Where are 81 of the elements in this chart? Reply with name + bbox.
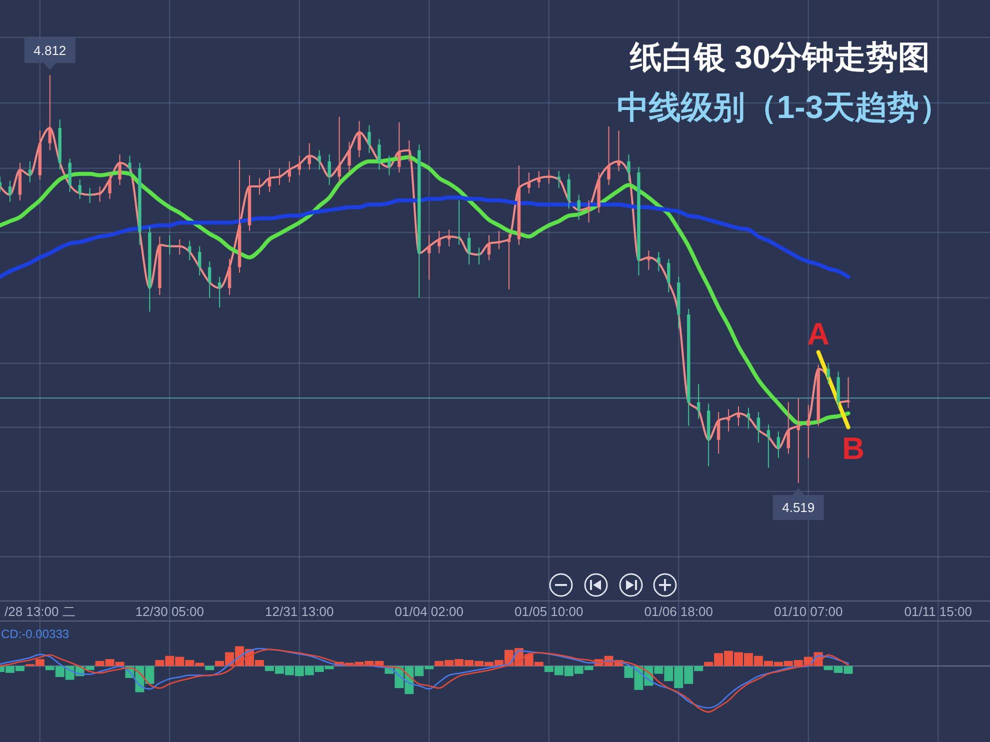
candlestick xyxy=(408,140,411,162)
x-tick-label: 01/04 02:00 xyxy=(394,604,464,619)
candlestick xyxy=(647,250,650,270)
candlestick xyxy=(617,130,620,172)
candlestick xyxy=(537,170,541,188)
candlestick xyxy=(208,261,212,298)
candlestick xyxy=(696,384,700,420)
candlestick xyxy=(198,246,202,276)
candlestick xyxy=(766,424,770,468)
candlestick xyxy=(108,172,112,200)
candlestick xyxy=(178,238,182,256)
candlestick xyxy=(467,232,471,265)
candlestick xyxy=(457,200,461,246)
data-label: A xyxy=(807,316,830,352)
candlestick xyxy=(368,124,371,154)
candlestick xyxy=(667,258,670,293)
candlestick xyxy=(547,169,550,184)
x-tick-label: 01/10 07:00 xyxy=(774,604,843,619)
candlestick xyxy=(398,122,401,173)
annotation: 4.812 xyxy=(34,43,66,58)
chart-title: 纸白银 30分钟走势图 xyxy=(628,39,930,75)
candlestick xyxy=(388,155,391,176)
candlestick xyxy=(447,229,451,247)
candlestick xyxy=(577,194,580,220)
candlestick xyxy=(627,154,630,182)
candlestick xyxy=(78,178,82,200)
candlestick xyxy=(826,362,830,385)
bar xyxy=(205,666,214,670)
chart-subtitle: 中线级别（1-3天趋势） xyxy=(616,89,952,125)
candlestick xyxy=(746,407,750,430)
x-tick-label: 01/06 18:00 xyxy=(644,604,713,619)
candlestick xyxy=(118,154,122,186)
candlestick xyxy=(348,141,351,173)
x-tick-label: 01/11 15:00 xyxy=(904,604,972,619)
candlestick xyxy=(786,402,790,454)
candlestick xyxy=(527,172,531,194)
candlestick xyxy=(258,178,262,196)
candlestick xyxy=(228,258,232,296)
candlestick xyxy=(477,247,481,265)
annotation: 4.519 xyxy=(782,500,815,515)
candlestick xyxy=(497,230,501,250)
candlestick xyxy=(716,411,720,454)
candlestick xyxy=(318,150,321,170)
candlestick xyxy=(557,170,560,188)
candlestick xyxy=(756,411,760,444)
candlestick xyxy=(68,158,72,192)
candlestick xyxy=(358,120,361,158)
x-tick-label: 12/31 13:00 xyxy=(265,604,334,619)
candlestick xyxy=(607,126,610,186)
text: CD:-0.00333 xyxy=(1,627,70,641)
candlestick xyxy=(736,406,740,426)
candlestick xyxy=(48,74,52,151)
x-tick-label: 01/05 10:00 xyxy=(514,604,584,619)
data-label: B xyxy=(842,430,864,466)
candlestick xyxy=(308,142,311,170)
candlestick xyxy=(378,138,381,170)
x-tick-label: /28 13:00 二 xyxy=(4,604,76,619)
candlestick xyxy=(8,180,12,202)
candlestick xyxy=(726,408,730,432)
candlestick xyxy=(806,404,810,458)
candlestick xyxy=(98,186,102,202)
candlestick xyxy=(278,168,282,186)
candlestick xyxy=(328,154,331,186)
candlestick xyxy=(288,160,292,183)
candlestick xyxy=(28,160,32,183)
x-tick-label: 12/30 05:00 xyxy=(135,604,204,619)
candlestick xyxy=(796,398,800,484)
candlestick xyxy=(338,116,341,183)
candlestick xyxy=(438,230,441,254)
candlestick xyxy=(188,240,192,261)
candlestick xyxy=(268,169,272,192)
candlestick xyxy=(776,430,780,458)
candlestick xyxy=(657,251,660,272)
candlestick xyxy=(218,276,222,308)
candlestick xyxy=(567,173,570,210)
candlestick xyxy=(128,155,132,176)
candlestick xyxy=(298,155,301,176)
candlestick xyxy=(168,234,172,256)
candlestick xyxy=(88,187,92,204)
candlestick xyxy=(487,234,491,261)
candlestick xyxy=(587,200,590,224)
